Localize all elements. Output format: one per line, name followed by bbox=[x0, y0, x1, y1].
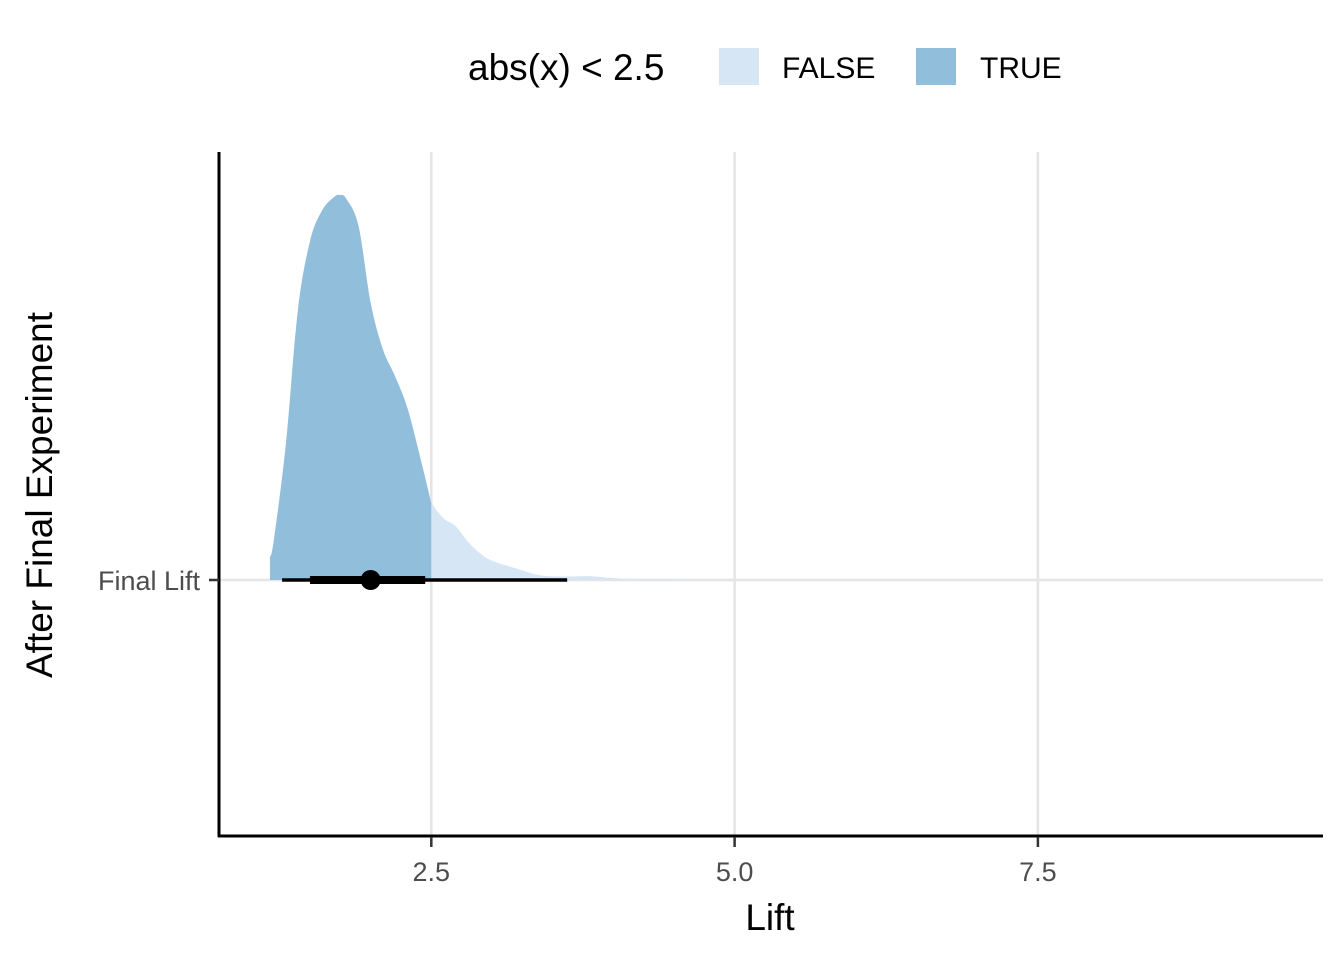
x-tick-label-0: 2.5 bbox=[413, 857, 451, 887]
density-area-true bbox=[269, 194, 432, 580]
legend-title: abs(x) < 2.5 bbox=[468, 47, 664, 88]
y-tick-label-final-lift: Final Lift bbox=[98, 566, 201, 596]
point-estimate bbox=[360, 570, 381, 590]
legend: abs(x) < 2.5 FALSE TRUE bbox=[468, 47, 1062, 88]
density-area-false bbox=[431, 503, 1323, 581]
density-layer bbox=[269, 194, 1323, 581]
y-axis-title: After Final Experiment bbox=[19, 311, 60, 678]
x-tick-label-1: 5.0 bbox=[716, 857, 754, 887]
legend-key-false bbox=[719, 48, 759, 85]
legend-label-true: TRUE bbox=[980, 52, 1062, 85]
legend-label-false: FALSE bbox=[782, 52, 875, 85]
x-ticks: 2.5 5.0 7.5 bbox=[413, 837, 1057, 887]
interval-layer bbox=[282, 570, 568, 590]
x-tick-label-2: 7.5 bbox=[1019, 857, 1057, 887]
legend-key-true bbox=[916, 48, 956, 85]
x-axis-title: Lift bbox=[745, 897, 795, 938]
